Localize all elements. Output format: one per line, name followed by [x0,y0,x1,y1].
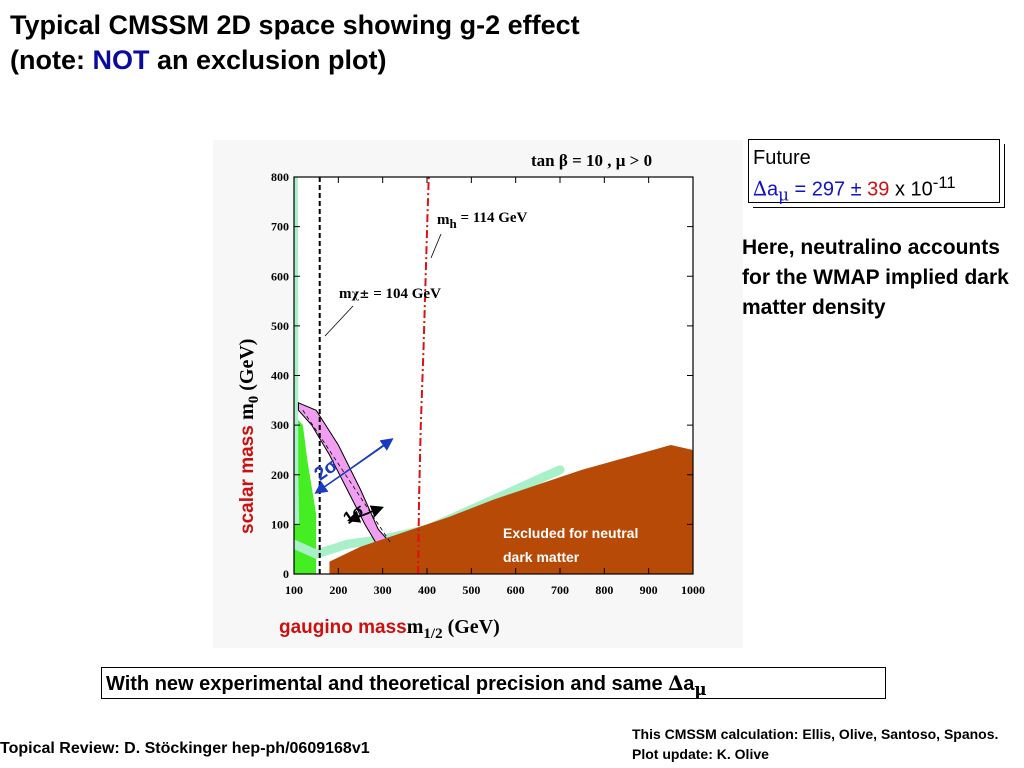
title-line-2-post: an exclusion plot) [149,45,387,75]
footer-credits: This CMSSM calculation: Ellis, Olive, Sa… [632,726,999,762]
y-tick-label: 200 [271,468,289,482]
x-tick-label: 600 [507,583,525,597]
y-tick-label: 500 [271,319,289,333]
mh-label: mh = 114 GeV [437,210,528,231]
mh-pointer [430,233,442,259]
y-axis-label: scalar mass m0 (GeV) [236,339,262,534]
y-tick-label: 100 [271,517,289,531]
title-line-2-pre: (note: [10,45,93,75]
footer-reference: Topical Review: D. Stöckinger hep-ph/060… [0,740,370,757]
annotations: tan β = 10 , μ > 0 mh = 114 GeV mχ± = 104 … [236,151,652,642]
delta-symbol: ∆ [753,176,767,201]
x-tick-label: 300 [374,583,392,597]
title-not-word: NOT [92,45,150,75]
title-line-2: (note: NOT an exclusion plot) [10,43,580,78]
precision-a: a [683,673,695,695]
green-region [294,415,317,574]
x-axis-label: gaugino massm1/2 (GeV) [279,616,500,642]
precision-mu: μ [694,679,707,699]
neutralino-note: Here, neutralino accounts for the WMAP i… [742,236,1009,319]
mu-subscript: μ [778,185,789,205]
precision-delta: ∆ [668,671,684,695]
y-tick-label: 0 [283,567,289,581]
precision-text: With new experimental and theoretical pr… [106,673,669,695]
cmssm-plot: 100 200 300 400 500 600 700 800 900 1000 0 100 200 30… [213,140,743,648]
x-tick-label: 200 [329,583,347,597]
a-symbol: a [766,178,779,201]
x-tick-label: 700 [551,583,569,597]
title-line-1: Typical CMSSM 2D space showing g-2 effec… [10,10,580,40]
chargino-label: mχ± = 104 GeV [339,286,441,302]
g2-band-centerline [302,410,392,545]
precision-box: With new experimental and theoretical pr… [101,667,886,699]
future-error: 39 [861,178,890,201]
future-eq: = 297 [788,178,851,201]
y-tick-label: 600 [271,269,289,283]
future-precision-box: Future ∆aμ = 297 ± 39 x 10-11 [748,139,1000,205]
x-tick-label: 1000 [681,583,705,597]
x-tick-label: 100 [285,583,303,597]
x-tick-label: 900 [640,583,658,597]
x-tick-label: 800 [595,583,613,597]
chargino-pointer [324,305,354,337]
excluded-region [329,444,693,574]
future-pm: ± [850,178,862,201]
future-value: ∆aμ = 297 ± 39 x 10-11 [753,170,995,209]
one-sigma-arrow-left [346,510,370,523]
future-times: x 10 [889,178,933,201]
excluded-label-line2: dark matter [503,549,580,565]
y-tick-label: 800 [271,170,289,184]
x-tick-label: 500 [462,583,480,597]
future-label: Future [753,147,811,169]
y-tick-label: 300 [271,418,289,432]
two-sigma-arrow-upper [352,438,394,468]
higgs-mass-line [417,177,430,574]
future-exponent: -11 [932,173,956,192]
slide-title: Typical CMSSM 2D space showing g-2 effec… [10,8,580,78]
contour-lines [302,177,430,574]
y-tick-label: 700 [271,220,289,234]
wmap-strip-vertical [294,177,300,525]
excluded-label-line1: Excluded for neutral [503,525,638,541]
y-tick-label: 400 [271,369,289,383]
chart-title: tan β = 10 , μ > 0 [531,151,652,170]
axis-ticks: 100 200 300 400 500 600 700 800 900 1000 0 100 200 30… [271,170,705,597]
x-tick-label: 400 [418,583,436,597]
